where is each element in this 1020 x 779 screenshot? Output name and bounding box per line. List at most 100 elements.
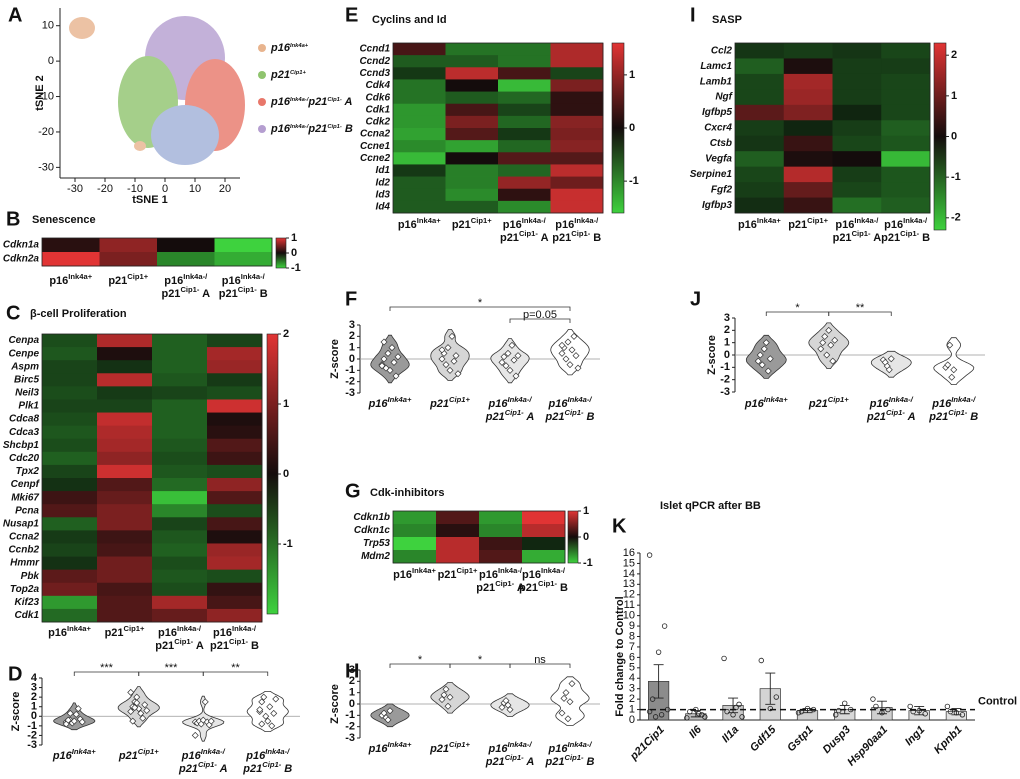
data-point xyxy=(201,698,209,706)
y-tick-label: 2 xyxy=(724,324,730,336)
data-point xyxy=(143,707,151,715)
significance-label: ** xyxy=(856,302,865,314)
data-point xyxy=(829,357,837,365)
label-part: Ink4a+ xyxy=(412,566,436,575)
group-label: p16Ink4a-/ xyxy=(181,747,226,762)
heat-cell xyxy=(42,464,98,479)
label-part: p21 xyxy=(485,411,505,423)
x-tick-label: 20 xyxy=(219,183,231,195)
label-part: p16 xyxy=(931,398,952,410)
row-label: Cdkn1c xyxy=(354,525,391,536)
y-axis-label: Fold change to Control xyxy=(614,596,626,716)
heat-cell xyxy=(97,530,153,544)
data-point xyxy=(907,703,913,710)
heat-cell xyxy=(97,582,153,597)
heat-cell xyxy=(498,103,551,117)
group-label: p16Ink4a-/ xyxy=(213,624,257,639)
data-point xyxy=(821,333,829,340)
data-point xyxy=(655,649,662,655)
heat-cell xyxy=(152,399,208,413)
significance-bracket xyxy=(389,306,571,311)
data-point xyxy=(440,691,448,699)
label-part: Cip1- xyxy=(174,637,193,646)
label-part: p21 xyxy=(178,763,198,775)
heat-cell xyxy=(436,524,480,538)
heat-cell xyxy=(42,582,98,597)
data-point xyxy=(733,704,739,711)
row-label: Ccl2 xyxy=(711,45,733,56)
data-point xyxy=(566,361,574,369)
row-label: Ngf xyxy=(715,92,733,103)
data-point xyxy=(696,711,702,717)
label-part: Cip1+ xyxy=(290,70,307,76)
data-point xyxy=(916,707,922,714)
heat-cell xyxy=(550,140,604,153)
heat-cell xyxy=(735,104,785,121)
x-tick-label: 10 xyxy=(189,183,201,195)
label-part: Cip1- xyxy=(852,229,871,238)
data-point xyxy=(842,700,848,706)
heat-cell xyxy=(832,197,882,214)
label-part: Ink4a+ xyxy=(757,216,781,225)
heat-cell xyxy=(97,517,153,531)
heat-cell xyxy=(99,238,158,253)
row-label: Cenpf xyxy=(11,479,41,490)
y-tick-label: -3 xyxy=(345,732,355,744)
row-label: Cdca8 xyxy=(9,414,39,425)
heat-cell xyxy=(207,373,263,387)
significance-label: * xyxy=(795,302,800,314)
data-point xyxy=(270,709,278,717)
heat-cell xyxy=(783,166,833,183)
row-label: Ccnb2 xyxy=(8,545,39,556)
label-part: Ink4a-/ xyxy=(183,272,208,281)
data-point xyxy=(508,341,516,349)
row-label: Ccnd2 xyxy=(359,56,390,67)
data-point xyxy=(764,367,772,375)
data-point xyxy=(558,341,566,349)
heat-cell xyxy=(42,425,98,440)
significance-label: *** xyxy=(100,662,114,674)
heat-cell xyxy=(498,164,551,177)
cluster-blob xyxy=(151,105,219,165)
data-point xyxy=(795,709,802,716)
data-point xyxy=(572,352,580,360)
label-part: Cip1+ xyxy=(807,216,828,225)
row-label: Tpx2 xyxy=(16,466,40,477)
x-tick-label: p21Cip1 xyxy=(627,724,666,763)
data-point xyxy=(887,355,895,363)
y-axis-label: Z-score xyxy=(329,339,341,379)
colorbar xyxy=(275,237,287,269)
row-label: Id1 xyxy=(376,165,391,176)
data-point xyxy=(66,709,74,717)
heat-cell xyxy=(498,188,551,202)
group-label: p16Ink4a+ xyxy=(52,747,96,762)
data-point xyxy=(380,355,388,363)
heat-cell xyxy=(207,491,263,505)
label-part: Ink4a-/ xyxy=(498,566,523,575)
data-point xyxy=(512,372,520,380)
heat-cell xyxy=(97,412,153,427)
label-part: p21 xyxy=(307,123,327,135)
group-label: p16Ink4a-/ xyxy=(522,566,566,581)
heat-cell xyxy=(783,120,833,137)
label-part: Cip1- xyxy=(495,579,514,588)
y-tick-label: 12 xyxy=(623,589,635,601)
y-tick-label: -1 xyxy=(720,361,730,373)
label-part: Ink4a+ xyxy=(67,624,91,633)
row-label: Vegfa xyxy=(705,154,732,165)
heat-cell xyxy=(207,438,263,453)
heat-cell xyxy=(42,543,98,557)
label-part: Ink4a-/ xyxy=(854,216,879,225)
heat-cell xyxy=(445,67,499,80)
group-label: p21Cip1+ xyxy=(105,624,145,639)
data-point xyxy=(766,355,774,363)
group-label: p21Cip1+ xyxy=(429,740,470,755)
row-label: Plk1 xyxy=(18,401,39,412)
data-point xyxy=(390,358,398,366)
heat-cell xyxy=(445,140,499,153)
data-point xyxy=(452,352,460,360)
heat-cell xyxy=(445,200,499,214)
data-point xyxy=(760,345,768,353)
significance-label: ** xyxy=(231,662,240,674)
heat-cell xyxy=(393,140,446,153)
